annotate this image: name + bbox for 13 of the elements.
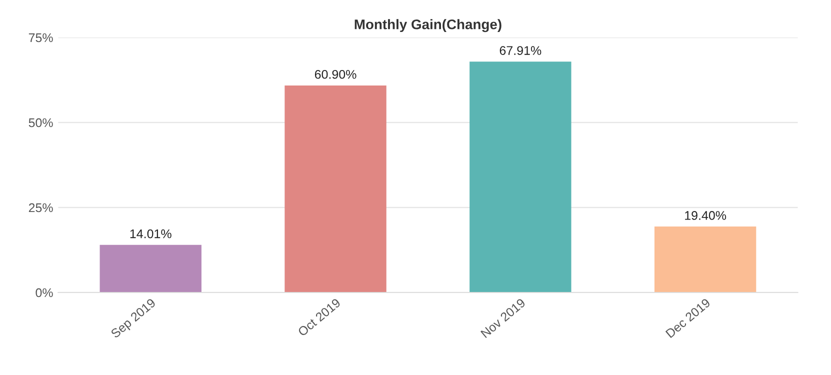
- data-label: 19.40%: [685, 211, 726, 220]
- y-tick-label: 50%: [28, 118, 53, 128]
- y-tick-label: 75%: [28, 33, 53, 42]
- bar: [284, 85, 386, 292]
- data-label: 14.01%: [130, 229, 172, 238]
- chart-title: Monthly Gain(Change): [354, 19, 502, 32]
- y-tick-label: 0%: [36, 288, 53, 298]
- y-tick-label: 25%: [28, 203, 53, 212]
- bar: [470, 62, 572, 292]
- data-label: 67.91%: [500, 46, 542, 55]
- data-label: 60.90%: [314, 70, 356, 79]
- bar: [654, 226, 756, 292]
- bar: [100, 244, 202, 292]
